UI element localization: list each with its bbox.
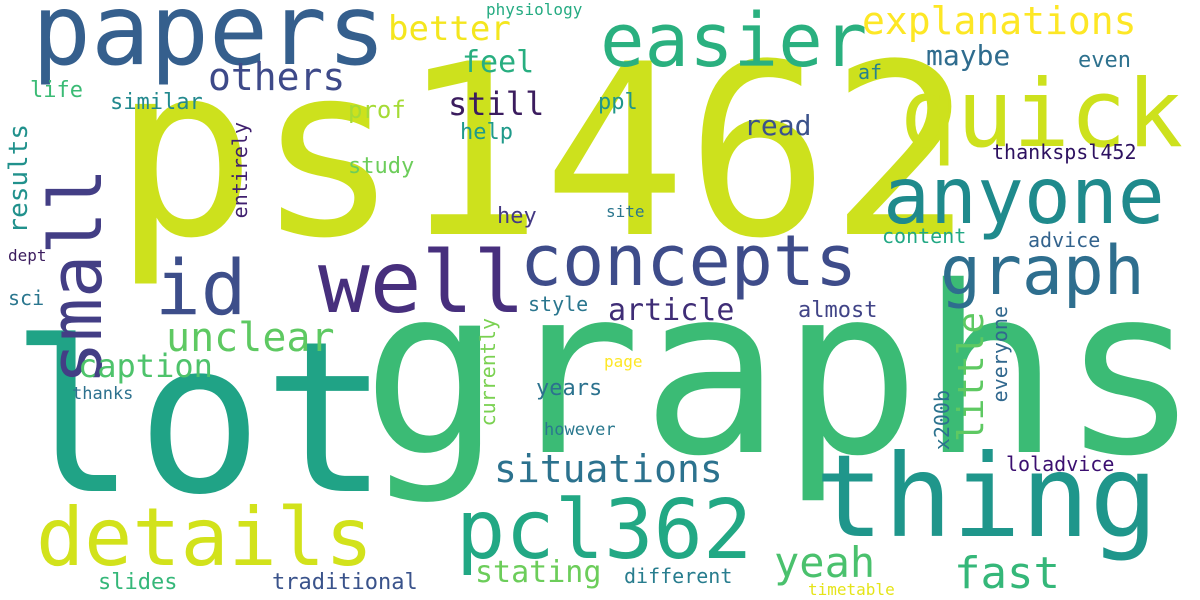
word-traditional: traditional bbox=[272, 570, 418, 595]
word-almost: almost bbox=[798, 298, 878, 323]
word-however: however bbox=[544, 420, 616, 440]
word-better: better bbox=[388, 9, 511, 49]
word-graph: graph bbox=[940, 232, 1145, 311]
word-feel: feel bbox=[462, 45, 535, 80]
word-pcl362: pcl362 bbox=[456, 483, 753, 578]
word-life: life bbox=[30, 78, 83, 103]
word-sci: sci bbox=[8, 286, 45, 310]
word-quick: quick bbox=[900, 60, 1183, 169]
word-currently: currently bbox=[476, 318, 500, 427]
word-yeah: yeah bbox=[774, 538, 876, 587]
word-graphs: graphs bbox=[362, 237, 1200, 507]
word-concepts: concepts bbox=[520, 220, 858, 302]
word-loladvice: loladvice bbox=[1006, 452, 1115, 476]
word-explanations: explanations bbox=[862, 0, 1137, 43]
word-read: read bbox=[744, 109, 812, 142]
word-results: results bbox=[4, 124, 34, 234]
word-ppl: ppl bbox=[598, 90, 638, 115]
word-af: af bbox=[858, 60, 883, 84]
word-stating: stating bbox=[475, 555, 602, 590]
word-content: content bbox=[882, 224, 967, 248]
word-situations: situations bbox=[494, 447, 723, 491]
word-maybe: maybe bbox=[926, 39, 1011, 72]
word-timetable: timetable bbox=[808, 580, 895, 599]
word-similar: similar bbox=[110, 90, 203, 115]
word-thankspsl452: thankspsl452 bbox=[992, 140, 1137, 164]
word-everyone: everyone bbox=[988, 306, 1012, 403]
word-advice: advice bbox=[1028, 228, 1101, 252]
word-article: article bbox=[608, 293, 735, 328]
word-different: different bbox=[624, 564, 733, 588]
word-still: still bbox=[448, 85, 545, 123]
word-x200b: x200b bbox=[930, 390, 954, 451]
word-help: help bbox=[460, 120, 513, 145]
word-unclear: unclear bbox=[166, 315, 335, 361]
word-page: page bbox=[604, 352, 643, 371]
word-site: site bbox=[606, 202, 645, 221]
word-slides: slides bbox=[98, 570, 178, 595]
word-caption: caption bbox=[78, 347, 213, 385]
word-ps1462: ps1462 bbox=[113, 14, 973, 291]
word-style: style bbox=[528, 292, 589, 316]
word-physiology: physiology bbox=[486, 0, 583, 19]
word-fast: fast bbox=[954, 548, 1060, 599]
word-details: details bbox=[36, 491, 374, 584]
word-prof: prof bbox=[348, 96, 406, 124]
word-years: years bbox=[536, 376, 603, 401]
word-study: study bbox=[348, 154, 415, 179]
word-hey: hey bbox=[497, 204, 537, 229]
word-little: little bbox=[951, 312, 992, 443]
word-others: others bbox=[208, 55, 346, 99]
word-papers: papers bbox=[32, 0, 387, 88]
word-thing: thing bbox=[815, 430, 1159, 563]
word-id: id bbox=[155, 243, 247, 332]
word-dept: dept bbox=[8, 246, 47, 265]
word-thanks: thanks bbox=[72, 384, 134, 404]
word-anyone: anyone bbox=[883, 152, 1165, 242]
word-easier: easier bbox=[600, 0, 868, 84]
word-even: even bbox=[1078, 48, 1131, 73]
word-entirely: entirely bbox=[228, 122, 252, 219]
word-well: well bbox=[318, 233, 526, 333]
word-lot: lot bbox=[10, 296, 390, 541]
